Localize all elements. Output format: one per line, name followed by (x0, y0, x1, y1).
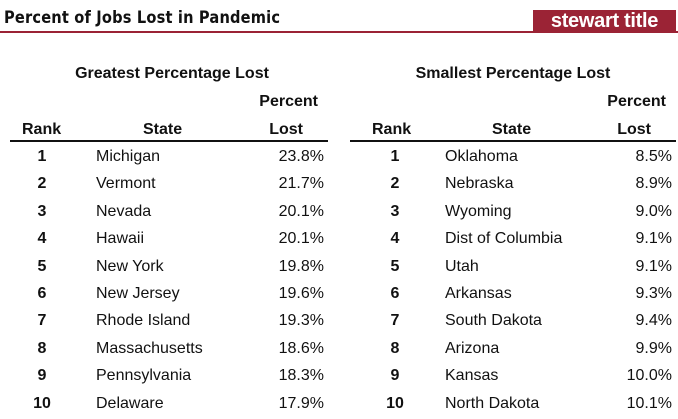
state-cell: Nebraska (445, 175, 514, 193)
greatest-loss-table: Greatest Percentage Lost Percent Rank St… (10, 0, 328, 417)
percent-cell: 20.1% (278, 230, 324, 248)
rank-cell: 6 (390, 285, 400, 302)
table-row: 2 Nebraska 8.9% (350, 175, 676, 199)
percent-cell: 8.9% (635, 175, 672, 193)
rank-header: Rank (22, 121, 62, 138)
rank-cell: 1 (37, 148, 47, 165)
percent-cell: 9.0% (635, 202, 672, 220)
state-cell: New Jersey (96, 285, 180, 302)
state-cell: Dist of Columbia (445, 230, 563, 248)
table-row: 6 Arkansas 9.3% (350, 285, 676, 309)
state-cell: Kansas (445, 367, 499, 385)
percent-cell: 10.0% (626, 367, 672, 385)
page-title: Percent of Jobs Lost in Pandemic (4, 8, 281, 28)
rank-cell: 1 (390, 148, 400, 165)
state-cell: North Dakota (445, 394, 540, 412)
table-row: 3 Wyoming 9.0% (350, 203, 676, 227)
header-underline (10, 140, 328, 142)
rank-cell: 7 (390, 312, 400, 330)
table-row: 6 New Jersey 19.6% (10, 285, 328, 309)
percent-cell: 17.9% (278, 394, 324, 412)
table-caption: Smallest Percentage Lost (415, 65, 611, 82)
rank-cell: 5 (37, 257, 47, 275)
percent-cell: 9.9% (635, 339, 672, 357)
title-divider (0, 31, 678, 33)
table-row: 10 Delaware 17.9% (10, 395, 328, 419)
rank-cell: 3 (390, 202, 400, 220)
percent-cell: 18.3% (278, 367, 324, 385)
state-cell: Wyoming (445, 202, 512, 220)
rank-cell: 9 (37, 367, 47, 385)
percent-cell: 10.1% (626, 394, 672, 412)
rank-cell: 3 (37, 202, 47, 220)
table-row: 8 Arizona 9.9% (350, 340, 676, 364)
state-cell: Arkansas (445, 285, 512, 302)
table-row: 1 Michigan 23.8% (10, 148, 328, 172)
state-cell: Pennsylvania (96, 367, 192, 385)
state-cell: Rhode Island (96, 312, 191, 330)
percent-header-line2: Lost (617, 121, 651, 138)
percent-header-line1: Percent (259, 93, 318, 110)
state-cell: South Dakota (445, 312, 542, 330)
state-header: State (492, 121, 532, 138)
rank-cell: 10 (33, 394, 51, 412)
rank-cell: 9 (390, 367, 400, 385)
state-cell: New York (96, 257, 164, 275)
rank-header: Rank (372, 121, 412, 138)
percent-cell: 9.1% (635, 257, 672, 275)
rank-cell: 7 (37, 312, 47, 330)
state-cell: Nevada (96, 202, 152, 220)
rank-cell: 6 (37, 285, 47, 302)
table-row: 4 Hawaii 20.1% (10, 230, 328, 254)
percent-cell: 9.3% (635, 285, 672, 302)
smallest-loss-table: Smallest Percentage Lost Percent Rank St… (350, 0, 676, 417)
table-row: 7 Rhode Island 19.3% (10, 312, 328, 336)
state-cell: Michigan (96, 148, 161, 165)
rank-cell: 2 (37, 175, 47, 193)
table-caption: Greatest Percentage Lost (75, 65, 269, 82)
table-row: 9 Pennsylvania 18.3% (10, 367, 328, 391)
rank-cell: 4 (390, 230, 400, 248)
rank-cell: 2 (390, 175, 400, 193)
rank-cell: 5 (390, 257, 400, 275)
rank-cell: 4 (37, 230, 47, 248)
rank-cell: 10 (386, 394, 404, 412)
state-cell: Hawaii (96, 230, 145, 248)
state-cell: Oklahoma (445, 148, 518, 165)
state-cell: Delaware (96, 394, 164, 412)
percent-cell: 20.1% (278, 202, 324, 220)
table-row: 5 Utah 9.1% (350, 258, 676, 282)
percent-cell: 8.5% (635, 148, 672, 165)
table-row: 9 Kansas 10.0% (350, 367, 676, 391)
percent-header-line2: Lost (269, 121, 303, 138)
percent-cell: 21.7% (278, 175, 324, 193)
state-cell: Vermont (96, 175, 156, 193)
percent-cell: 19.6% (278, 285, 324, 302)
stewart-title-logo: stewart title (533, 10, 676, 32)
percent-cell: 19.8% (278, 257, 324, 275)
table-row: 4 Dist of Columbia 9.1% (350, 230, 676, 254)
rank-cell: 8 (37, 339, 47, 357)
state-cell: Massachusetts (96, 339, 203, 357)
header-underline (350, 140, 676, 142)
state-cell: Arizona (445, 339, 500, 357)
table-row: 10 North Dakota 10.1% (350, 395, 676, 419)
percent-cell: 23.8% (278, 148, 324, 165)
percent-header-line1: Percent (607, 93, 666, 110)
table-row: 5 New York 19.8% (10, 258, 328, 282)
percent-cell: 18.6% (278, 339, 324, 357)
state-cell: Utah (445, 257, 479, 275)
table-row: 1 Oklahoma 8.5% (350, 148, 676, 172)
percent-cell: 19.3% (278, 312, 324, 330)
rank-cell: 8 (390, 339, 400, 357)
state-header: State (143, 121, 183, 138)
percent-cell: 9.4% (635, 312, 672, 330)
table-row: 8 Massachusetts 18.6% (10, 340, 328, 364)
table-row: 7 South Dakota 9.4% (350, 312, 676, 336)
table-row: 2 Vermont 21.7% (10, 175, 328, 199)
percent-cell: 9.1% (635, 230, 672, 248)
table-row: 3 Nevada 20.1% (10, 203, 328, 227)
